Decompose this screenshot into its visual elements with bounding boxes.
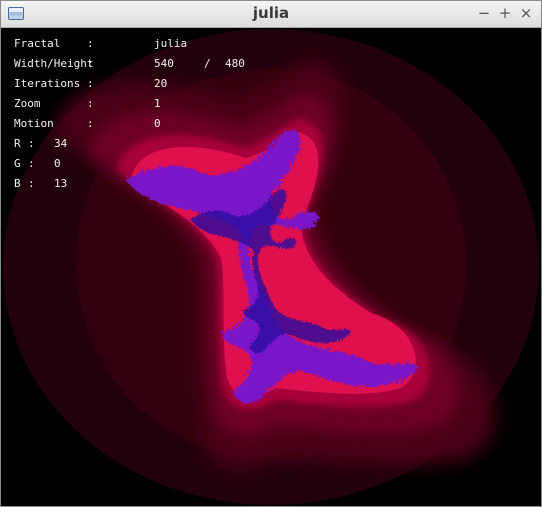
close-button[interactable]: × [519,4,533,22]
green-sep: : [28,157,35,170]
blue-sep: : [28,177,35,190]
zoom-label: Zoom [14,97,41,110]
red-value: 34 [54,137,68,150]
info-overlay: Fractal : julia Width/Height : 540 / 480… [1,28,541,228]
fractal-label: Fractal [14,37,61,50]
blue-value: 13 [54,177,68,190]
minimize-button[interactable]: − [477,4,491,22]
julia-fractal-image [3,29,539,505]
red-sep: : [28,137,35,150]
size-label: Width/Height [14,57,94,70]
motion-sep: : [87,117,94,130]
height-value: 480 [225,57,245,70]
window-app-icon [8,7,24,20]
fractal-canvas[interactable] [1,28,541,506]
iterations-value: 20 [154,77,168,90]
title-bar[interactable]: julia − + × [1,1,541,28]
zoom-sep: : [87,97,94,110]
green-label: G [14,157,21,170]
fractal-value: julia [154,37,188,50]
core-center [190,189,352,354]
maximize-button[interactable]: + [498,4,512,22]
green-value: 0 [54,157,61,170]
red-label: R [14,137,21,150]
iterations-label: Iterations [14,77,81,90]
zoom-value: 1 [154,97,161,110]
width-value: 540 [154,57,174,70]
fractal-sep: : [87,37,94,50]
motion-value: 0 [154,117,161,130]
size-slash: / [204,57,211,70]
motion-label: Motion [14,117,54,130]
blue-label: B [14,177,21,190]
core-dendrite [126,130,419,404]
iterations-sep: : [87,77,94,90]
size-sep: : [87,57,94,70]
window-title: julia [252,4,290,22]
